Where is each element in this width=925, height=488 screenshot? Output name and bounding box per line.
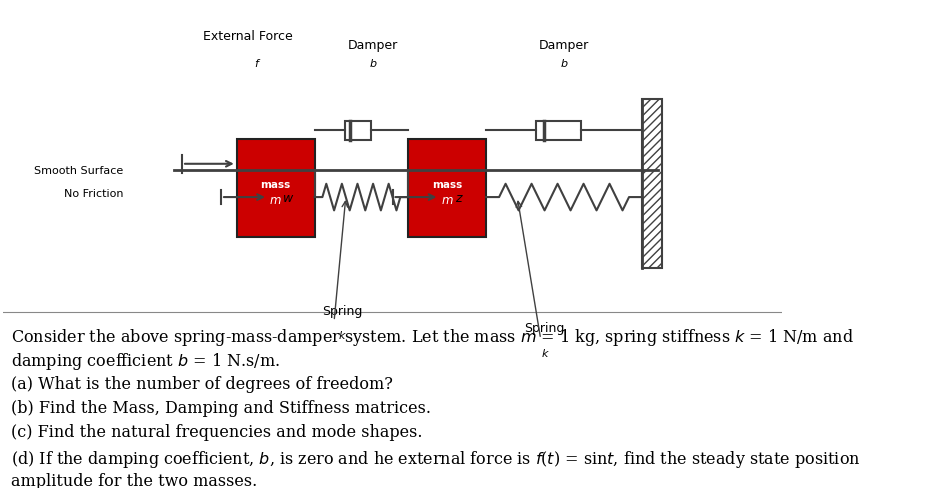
Text: (a) What is the number of degrees of freedom?: (a) What is the number of degrees of fre… — [10, 375, 392, 392]
Bar — [536, 121, 581, 141]
Text: (b) Find the Mass, Damping and Stiffness matrices.: (b) Find the Mass, Damping and Stiffness… — [10, 399, 430, 416]
Bar — [642, 100, 661, 268]
Text: z: z — [455, 191, 462, 204]
Text: m: m — [270, 193, 281, 206]
Bar — [408, 140, 487, 238]
Text: Consider the above spring-mass-damper system. Let the mass $m$ = 1 kg, spring st: Consider the above spring-mass-damper sy… — [10, 326, 854, 347]
Text: (c) Find the natural frequencies and mode shapes.: (c) Find the natural frequencies and mod… — [10, 424, 422, 441]
Text: No Friction: No Friction — [64, 188, 124, 198]
Text: External Force: External Force — [204, 30, 293, 42]
Text: b: b — [561, 59, 568, 69]
Text: mass: mass — [261, 180, 290, 189]
Text: (d) If the damping coefficient, $b$, is zero and he external force is $f$($t$) =: (d) If the damping coefficient, $b$, is … — [10, 448, 860, 469]
Bar — [237, 140, 314, 238]
Text: k: k — [339, 330, 345, 341]
Text: w: w — [283, 191, 293, 204]
Bar — [344, 121, 372, 141]
Text: mass: mass — [432, 180, 462, 189]
Text: m: m — [441, 193, 453, 206]
Text: Smooth Surface: Smooth Surface — [34, 166, 124, 176]
Text: Spring: Spring — [322, 304, 362, 317]
Text: damping coefficient $b$ = 1 N.s/m.: damping coefficient $b$ = 1 N.s/m. — [10, 350, 279, 371]
Text: b: b — [369, 59, 376, 69]
Text: Damper: Damper — [539, 39, 589, 52]
Text: Damper: Damper — [348, 39, 398, 52]
Text: amplitude for the two masses.: amplitude for the two masses. — [10, 472, 257, 488]
Text: f: f — [254, 59, 258, 69]
Text: Spring: Spring — [524, 322, 565, 335]
Text: k: k — [541, 348, 548, 358]
